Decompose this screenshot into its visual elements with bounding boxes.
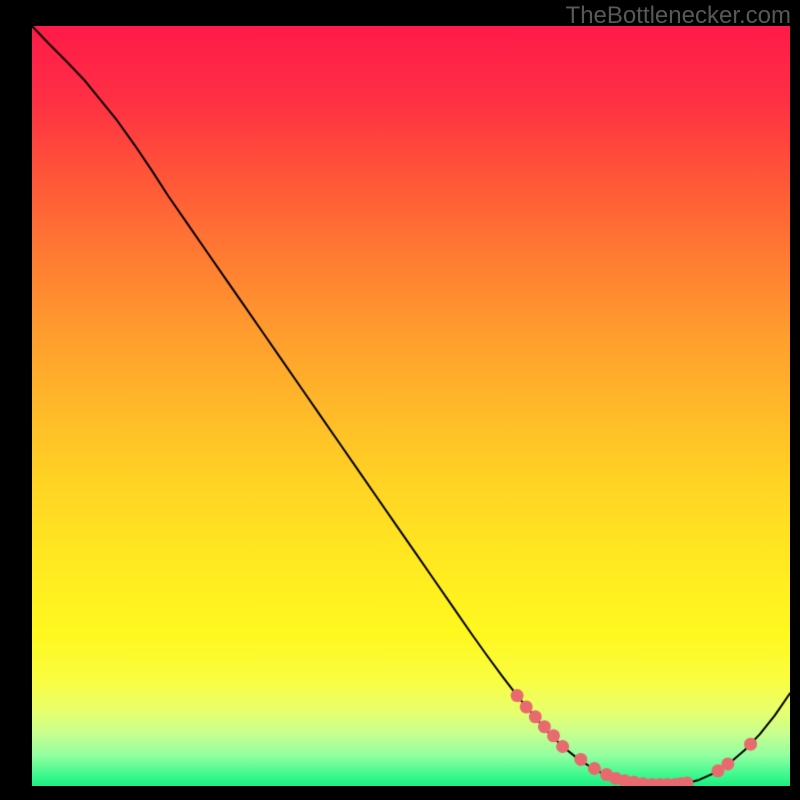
watermark-text: TheBottlenecker.com xyxy=(566,2,791,30)
curve-canvas xyxy=(32,26,790,786)
chart-container: TheBottlenecker.com xyxy=(0,0,800,800)
plot-area xyxy=(32,26,790,786)
